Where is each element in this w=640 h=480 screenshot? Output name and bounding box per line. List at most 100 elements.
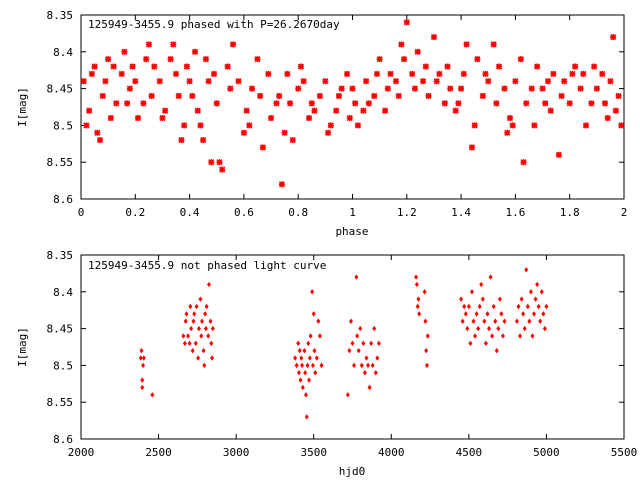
- unphased-data-point: [376, 340, 381, 347]
- phased-data-point: [181, 122, 188, 129]
- unphased-data-point: [496, 325, 501, 332]
- unphased-data-point: [414, 274, 419, 280]
- unphased-data-point: [209, 340, 214, 347]
- phased-data-point: [387, 70, 394, 77]
- phased-data-point: [83, 122, 90, 129]
- phased-data-point: [398, 41, 405, 48]
- unphased-data-point: [354, 274, 359, 280]
- unphased-data-point: [203, 325, 208, 332]
- phased-x-tick-label: 0.8: [288, 206, 308, 219]
- phased-data-point: [124, 100, 131, 107]
- unphased-data-point: [372, 325, 377, 332]
- phased-data-point: [482, 70, 489, 77]
- unphased-data-point: [308, 333, 313, 339]
- unphased-data-point: [182, 340, 187, 347]
- phased-y-tick-label: 8.5: [53, 119, 73, 132]
- phased-data-point: [542, 100, 549, 107]
- phased-data-point: [447, 85, 454, 92]
- phased-data-point: [88, 70, 95, 77]
- phased-data-point: [601, 100, 609, 107]
- unphased-axis-ticks: 2000 2500 3000 3500 4000 4500 5000 5500 8.35 8.4 8…: [47, 249, 638, 459]
- unphased-data-point: [208, 318, 213, 324]
- phased-data-point: [156, 78, 163, 85]
- unphased-data-point: [471, 318, 476, 324]
- phased-data-point: [311, 107, 318, 114]
- unphased-data-point: [527, 318, 532, 324]
- unphased-data-point: [138, 355, 143, 361]
- phased-data-point: [159, 114, 166, 122]
- phased-data-point: [615, 92, 622, 100]
- phased-data-point: [479, 92, 486, 100]
- unphased-data-point: [196, 325, 201, 332]
- phased-light-curve-panel: 125949-3455.9 phased with P=26.2670day p…: [16, 9, 627, 238]
- phased-data-point: [235, 78, 242, 85]
- phased-x-tick-label: 2: [621, 206, 628, 219]
- phased-data-point: [284, 70, 291, 77]
- phased-data-point: [96, 137, 104, 144]
- phased-data-point: [189, 92, 196, 100]
- phased-data-point: [219, 166, 226, 173]
- phased-data-point: [566, 100, 573, 107]
- unphased-data-point: [423, 318, 428, 324]
- unphased-data-point: [477, 303, 482, 310]
- phased-data-point: [333, 107, 340, 114]
- unphased-data-point: [424, 362, 429, 369]
- unphased-data-point: [293, 355, 298, 361]
- phased-data-point: [99, 92, 106, 100]
- phased-data-point: [289, 137, 296, 144]
- phased-data-point: [547, 107, 554, 114]
- phased-data-point: [544, 78, 552, 85]
- unphased-data-point: [317, 333, 322, 339]
- phased-data-point: [281, 129, 288, 136]
- phased-data-point: [200, 137, 207, 144]
- unphased-data-point: [491, 303, 496, 310]
- phased-data-point: [167, 56, 174, 63]
- unphased-data-point: [493, 318, 498, 324]
- phased-data-point: [501, 85, 508, 92]
- unphased-data-point: [482, 318, 487, 324]
- phased-data-point: [506, 114, 514, 122]
- unphased-data-point: [539, 289, 544, 295]
- phased-data-point: [145, 41, 152, 48]
- unphased-data-point: [190, 347, 195, 354]
- unphased-data-point: [542, 325, 547, 332]
- phased-data-point: [460, 70, 467, 77]
- phased-data-point: [373, 70, 381, 77]
- unphased-data-point: [416, 296, 421, 302]
- unphased-data-point: [373, 370, 378, 376]
- phased-data-point: [558, 92, 565, 100]
- unphased-data-point: [425, 333, 430, 339]
- phased-data-point: [520, 159, 527, 166]
- phased-x-axis-label: phase: [335, 225, 368, 238]
- phased-data-point: [172, 70, 180, 77]
- phased-data-point: [468, 144, 476, 151]
- phased-data-point: [582, 122, 590, 129]
- phased-data-point: [531, 122, 538, 129]
- unphased-x-tick-label: 2000: [68, 446, 95, 459]
- unphased-y-tick-label: 8.4: [53, 286, 73, 299]
- phased-data-point: [534, 63, 541, 70]
- phased-data-point: [183, 63, 190, 70]
- phased-data-point: [509, 122, 516, 129]
- phased-data-point: [322, 78, 329, 85]
- unphased-data-point: [350, 340, 355, 347]
- unphased-y-tick-label: 8.45: [47, 323, 74, 336]
- phased-data-point: [561, 78, 568, 85]
- phased-data-point: [178, 137, 185, 144]
- phased-data-point: [577, 85, 584, 92]
- phased-data-point: [297, 63, 304, 70]
- phased-x-tick-label: 1: [349, 206, 356, 219]
- phased-data-point: [517, 56, 524, 63]
- phased-data-point: [105, 56, 112, 63]
- phased-data-point: [493, 100, 500, 107]
- unphased-x-tick-label: 5000: [533, 446, 560, 459]
- phased-data-point: [118, 70, 125, 77]
- phased-data-point: [365, 100, 372, 107]
- phased-data-point: [392, 78, 400, 85]
- phased-data-point: [555, 151, 562, 158]
- unphased-data-point: [473, 333, 478, 339]
- phased-data-point: [485, 78, 492, 85]
- unphased-data-point: [514, 318, 519, 324]
- phased-data-point: [490, 41, 497, 48]
